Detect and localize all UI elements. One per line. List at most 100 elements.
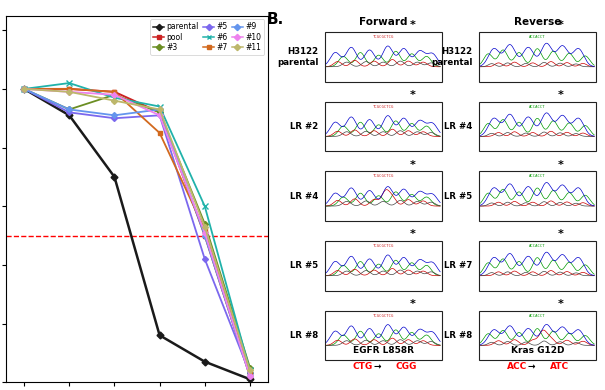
Text: Forward: Forward xyxy=(359,18,408,27)
Text: CTG: CTG xyxy=(353,362,373,371)
Text: →: → xyxy=(528,362,535,371)
parental xyxy=(201,359,208,364)
#5 xyxy=(111,116,118,121)
Line: #9: #9 xyxy=(22,87,252,378)
Text: ACCACCT: ACCACCT xyxy=(529,174,546,178)
Line: #11: #11 xyxy=(22,87,252,372)
#11 xyxy=(66,90,73,94)
#11 xyxy=(21,87,28,91)
Line: #5: #5 xyxy=(22,87,252,376)
Text: *: * xyxy=(410,160,416,170)
FancyBboxPatch shape xyxy=(325,32,442,82)
#5 xyxy=(201,257,208,261)
FancyBboxPatch shape xyxy=(479,241,596,291)
Text: *: * xyxy=(558,160,564,170)
Line: #3: #3 xyxy=(22,87,252,370)
Text: ACCACCT: ACCACCT xyxy=(529,105,546,109)
#3 xyxy=(156,110,163,115)
#11 xyxy=(111,98,118,103)
Text: H3122
parental: H3122 parental xyxy=(431,47,473,67)
#10 xyxy=(66,90,73,94)
Text: B.: B. xyxy=(266,12,283,27)
#7 xyxy=(66,87,73,91)
#6 xyxy=(156,104,163,109)
#7 xyxy=(201,227,208,232)
Text: ATC: ATC xyxy=(550,362,569,371)
#10 xyxy=(201,230,208,235)
parental xyxy=(156,333,163,338)
Text: LR #5: LR #5 xyxy=(290,261,318,270)
Text: LR #2: LR #2 xyxy=(290,122,318,131)
Line: pool: pool xyxy=(22,87,252,379)
#9 xyxy=(66,107,73,112)
FancyBboxPatch shape xyxy=(325,241,442,291)
pool xyxy=(201,233,208,238)
#11 xyxy=(156,107,163,112)
FancyBboxPatch shape xyxy=(479,172,596,221)
Line: #6: #6 xyxy=(21,80,253,373)
#10 xyxy=(21,87,28,91)
#3 xyxy=(246,365,253,370)
FancyBboxPatch shape xyxy=(325,311,442,360)
Text: H3122
parental: H3122 parental xyxy=(277,47,318,67)
#7 xyxy=(246,371,253,376)
Text: LR #4: LR #4 xyxy=(444,122,473,131)
Text: Reverse: Reverse xyxy=(514,18,561,27)
Text: LR #8: LR #8 xyxy=(290,331,318,340)
#11 xyxy=(246,368,253,373)
Text: LR #5: LR #5 xyxy=(445,191,473,200)
FancyBboxPatch shape xyxy=(479,311,596,360)
pool xyxy=(66,87,73,91)
Text: TCGCGCTCG: TCGCGCTCG xyxy=(373,244,394,248)
FancyBboxPatch shape xyxy=(479,32,596,82)
#7 xyxy=(156,131,163,135)
Text: Kras G12D: Kras G12D xyxy=(511,346,564,355)
#7 xyxy=(111,90,118,94)
#6 xyxy=(66,81,73,85)
Line: #7: #7 xyxy=(22,87,252,376)
Text: TCGCGCTCG: TCGCGCTCG xyxy=(373,174,394,178)
#3 xyxy=(66,107,73,112)
#3 xyxy=(21,87,28,91)
#5 xyxy=(246,371,253,376)
Text: ACCACCT: ACCACCT xyxy=(529,244,546,248)
pool xyxy=(111,90,118,94)
Text: *: * xyxy=(410,229,416,239)
#9 xyxy=(246,374,253,379)
Text: ACCACCT: ACCACCT xyxy=(529,35,546,39)
Text: TCGCGCTCG: TCGCGCTCG xyxy=(373,105,394,109)
pool xyxy=(246,374,253,379)
Text: CGG: CGG xyxy=(396,362,417,371)
#9 xyxy=(201,233,208,238)
FancyBboxPatch shape xyxy=(325,172,442,221)
#5 xyxy=(156,113,163,118)
Text: *: * xyxy=(558,229,564,239)
Text: ACC: ACC xyxy=(506,362,527,371)
Text: LR #4: LR #4 xyxy=(290,191,318,200)
#6 xyxy=(21,87,28,91)
#9 xyxy=(156,107,163,112)
#3 xyxy=(111,92,118,97)
#10 xyxy=(246,374,253,379)
FancyBboxPatch shape xyxy=(325,102,442,151)
pool xyxy=(156,110,163,115)
#6 xyxy=(201,204,208,209)
Text: ACCACCT: ACCACCT xyxy=(529,314,546,317)
Text: *: * xyxy=(558,299,564,309)
Legend: parental, pool, #3, #5, #6, #7, #9, #10, #11: parental, pool, #3, #5, #6, #7, #9, #10,… xyxy=(150,20,264,55)
Text: EGFR L858R: EGFR L858R xyxy=(353,346,414,355)
#6 xyxy=(246,368,253,373)
#10 xyxy=(111,92,118,97)
#6 xyxy=(111,96,118,100)
#11 xyxy=(201,224,208,229)
#3 xyxy=(201,222,208,226)
#7 xyxy=(21,87,28,91)
Text: →: → xyxy=(373,362,381,371)
parental xyxy=(21,87,28,91)
Text: *: * xyxy=(410,90,416,100)
Line: #10: #10 xyxy=(22,87,252,378)
FancyBboxPatch shape xyxy=(479,102,596,151)
Text: LR #7: LR #7 xyxy=(444,261,473,270)
Text: *: * xyxy=(410,20,416,30)
parental xyxy=(66,113,73,118)
